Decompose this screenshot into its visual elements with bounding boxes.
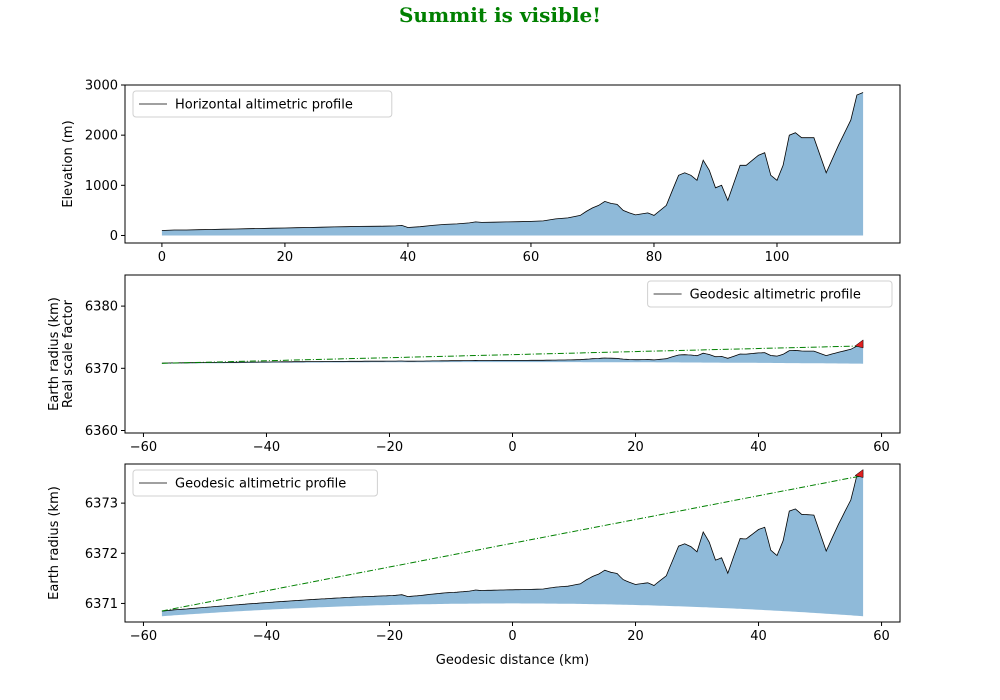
legend: Geodesic altimetric profile xyxy=(647,280,893,308)
y-axis-label: Elevation (m) xyxy=(61,120,76,207)
terrain-area xyxy=(161,473,864,617)
x-tick-label: 40 xyxy=(400,250,417,265)
x-tick-label: −40 xyxy=(253,629,280,644)
legend-label: Horizontal altimetric profile xyxy=(175,98,353,113)
x-tick-label: 40 xyxy=(750,629,767,644)
x-tick-label: 100 xyxy=(765,250,790,265)
y-axis-label: Earth radius (km) xyxy=(47,297,62,411)
x-tick-label: 0 xyxy=(508,629,516,644)
plot-area xyxy=(161,339,864,364)
plot-area xyxy=(161,469,864,617)
y-tick-label: 6371 xyxy=(85,597,118,612)
x-tick-label: 0 xyxy=(158,250,166,265)
legend-label: Geodesic altimetric profile xyxy=(175,477,346,492)
y-tick-label: 1000 xyxy=(85,179,118,194)
chart-geodesic-exaggerated: −60 −40 −20 0 20 40 60 6371 6372 6373 Earth radius… xyxy=(47,463,901,668)
x-tick-label: 40 xyxy=(750,440,767,455)
y-tick-label: 6360 xyxy=(85,424,118,439)
y-tick-label: 6380 xyxy=(85,300,118,315)
x-tick-label: 20 xyxy=(627,629,644,644)
y-tick-label: 3000 xyxy=(85,79,118,94)
axes-frame xyxy=(124,84,901,244)
y-tick-label: 6372 xyxy=(85,547,118,562)
x-tick-label: 80 xyxy=(646,250,663,265)
visible-summit-marker xyxy=(854,469,864,478)
line-of-sight xyxy=(161,475,864,612)
x-tick-label: −40 xyxy=(253,440,280,455)
line-of-sight xyxy=(161,345,864,364)
terrain-area xyxy=(161,92,864,236)
x-tick-label: −20 xyxy=(376,440,403,455)
x-tick-label: 0 xyxy=(508,440,516,455)
x-axis-label: Geodesic distance (km) xyxy=(436,653,590,668)
x-tick-label: −60 xyxy=(130,629,157,644)
x-tick-label: 60 xyxy=(523,250,540,265)
x-tick-label: 20 xyxy=(277,250,294,265)
x-tick-label: −20 xyxy=(376,629,403,644)
legend: Geodesic altimetric profile xyxy=(132,469,378,497)
profile-line xyxy=(161,472,864,612)
y-axis-label: Real scale factor xyxy=(61,299,76,408)
visible-summit-marker xyxy=(854,339,864,349)
legend: Horizontal altimetric profile xyxy=(132,90,393,118)
y-tick-label: 6370 xyxy=(85,362,118,377)
legend-box xyxy=(647,280,893,308)
plot-area xyxy=(161,92,864,236)
profile-line xyxy=(161,92,864,231)
x-tick-label: 60 xyxy=(873,629,890,644)
chart-geodesic-real-scale: −60 −40 −20 0 20 40 60 6360 6370 6380 Earth radius… xyxy=(47,274,901,455)
y-tick-label: 0 xyxy=(110,229,118,244)
y-tick-label: 6373 xyxy=(85,497,118,512)
legend-box xyxy=(132,90,393,118)
x-tick-label: 20 xyxy=(627,440,644,455)
legend-box xyxy=(132,469,378,497)
y-axis-label: Earth radius (km) xyxy=(47,486,62,600)
legend-label: Geodesic altimetric profile xyxy=(690,288,861,303)
figure-title: Summit is visible! xyxy=(399,3,601,27)
x-tick-label: 60 xyxy=(873,440,890,455)
x-tick-label: −60 xyxy=(130,440,157,455)
y-tick-label: 2000 xyxy=(85,129,118,144)
profile-line xyxy=(161,345,864,364)
terrain-area xyxy=(161,345,864,364)
